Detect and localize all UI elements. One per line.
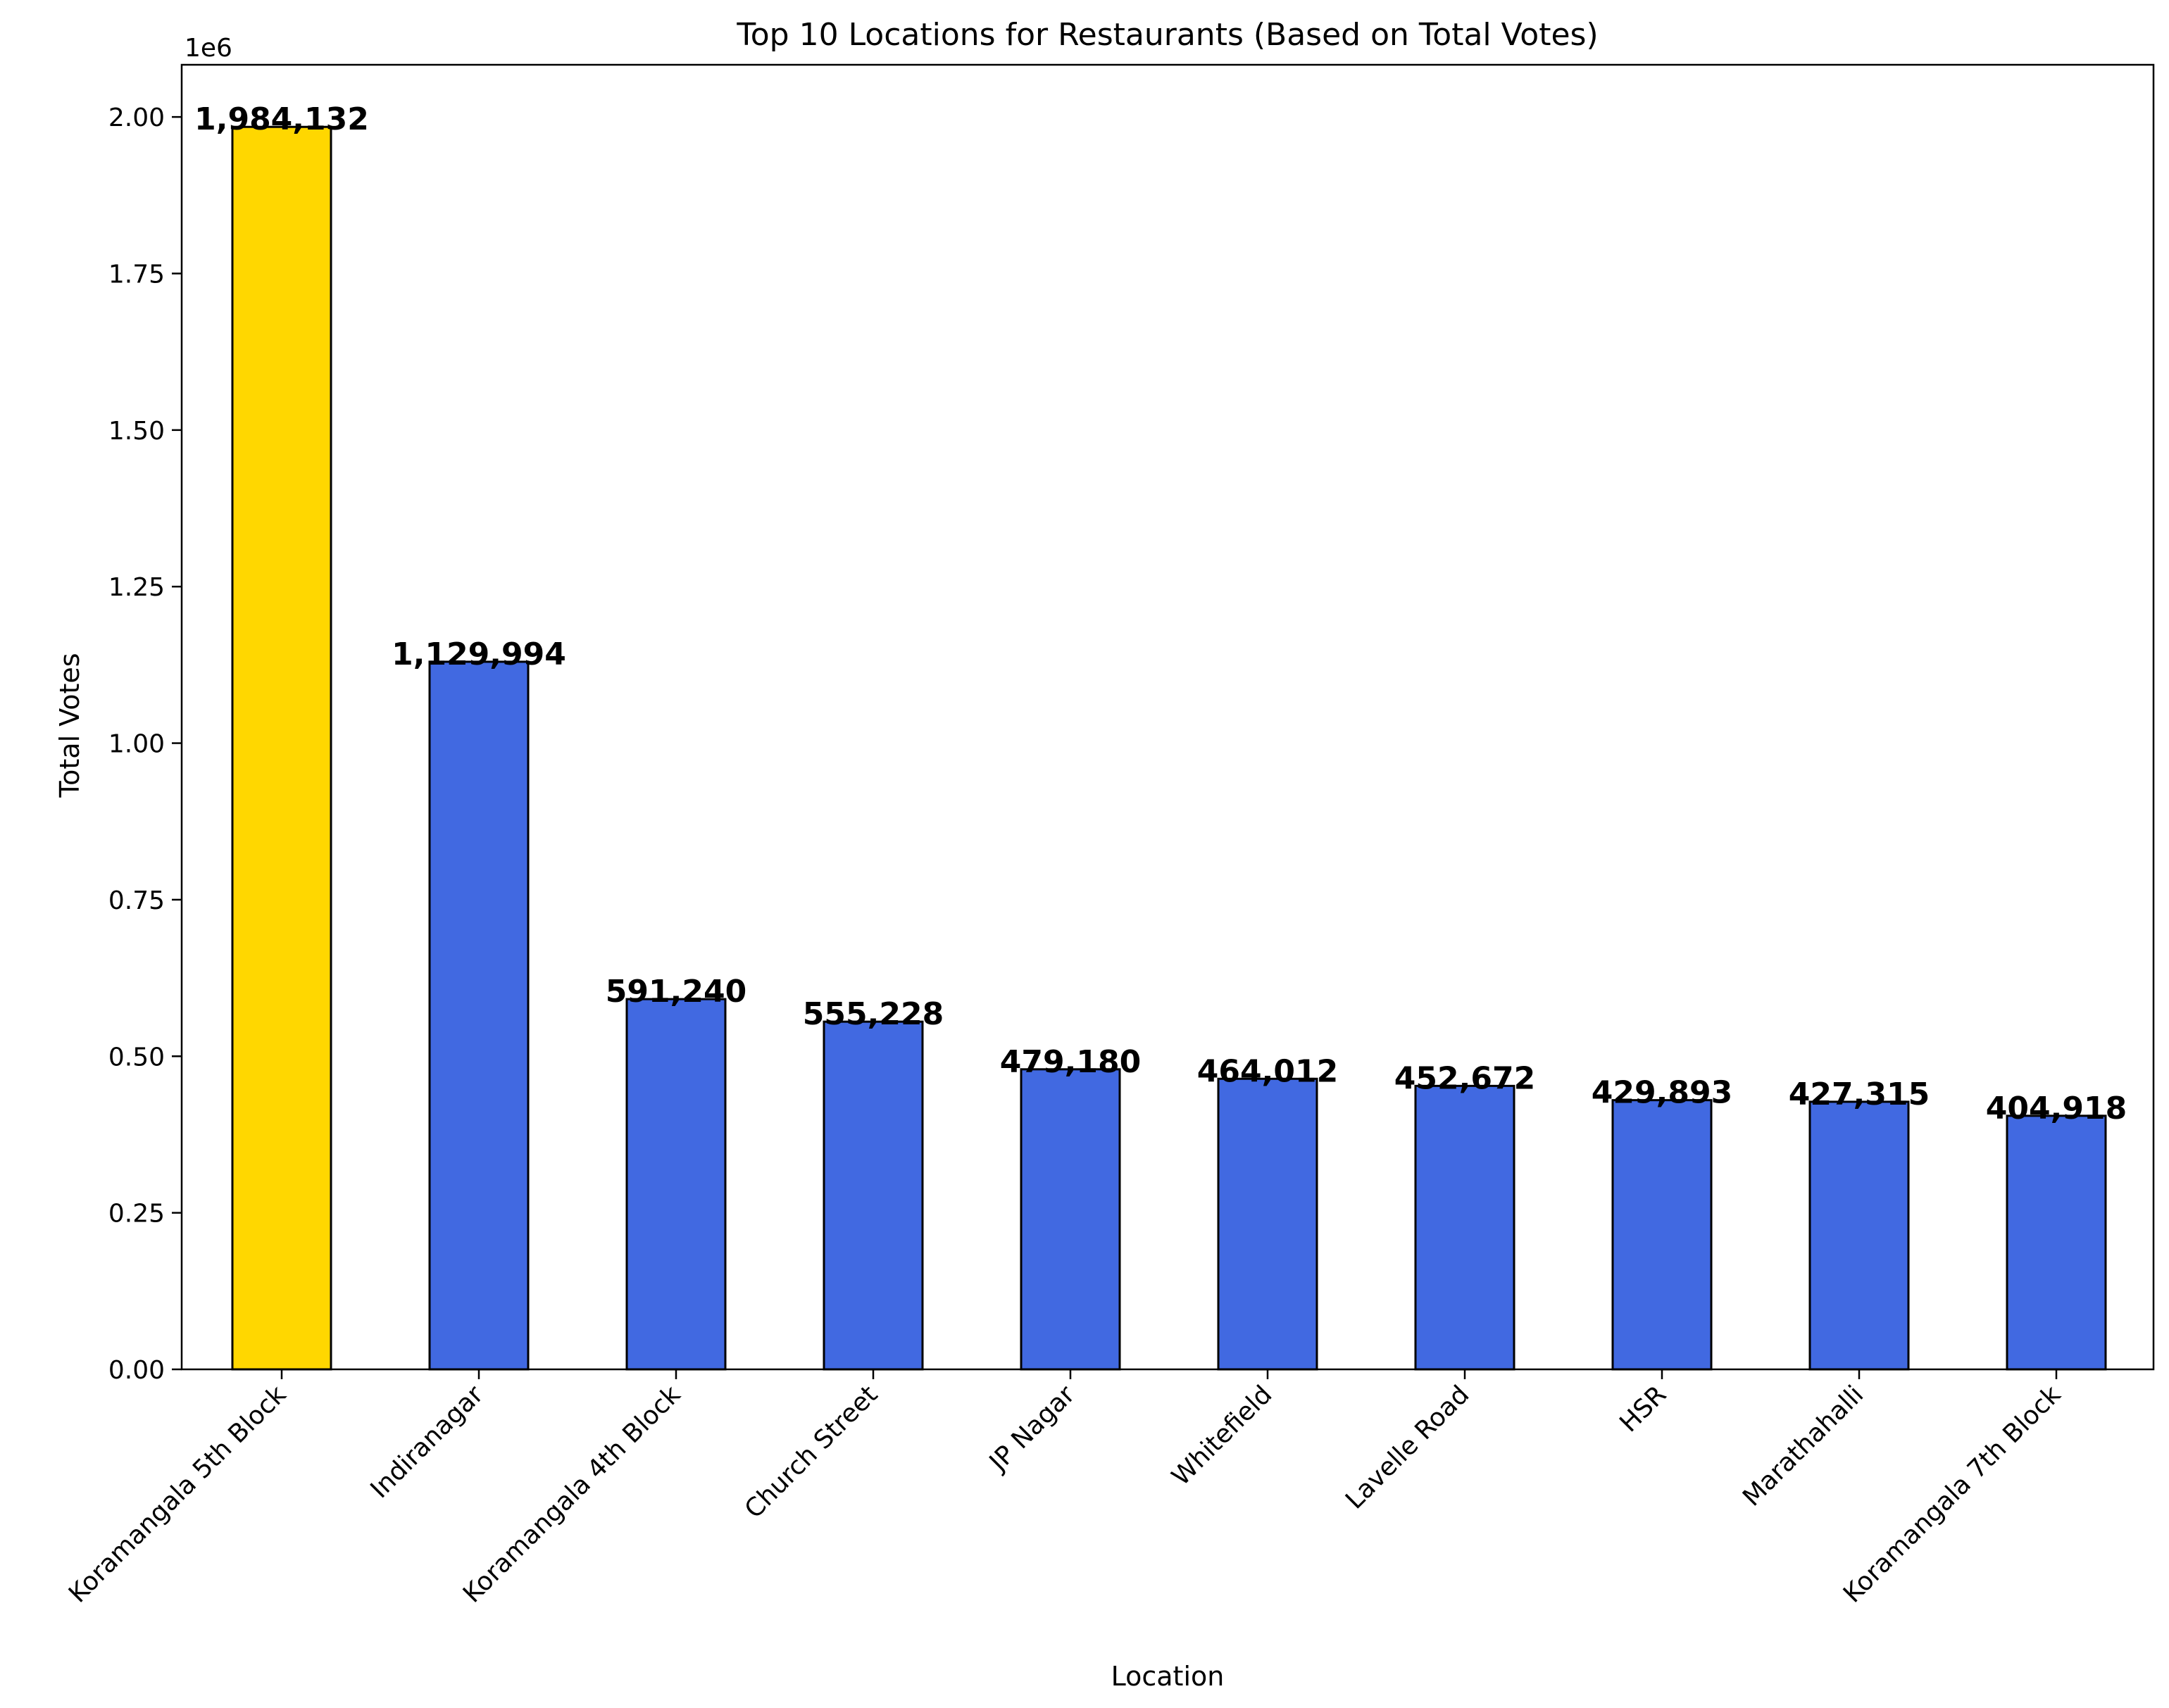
bar-value-label: 404,918: [1986, 1091, 2127, 1126]
bar: [1414, 1084, 1515, 1371]
bar: [1808, 1100, 1910, 1371]
bar: [1020, 1068, 1121, 1371]
x-axis-label: Location: [1111, 1661, 1225, 1692]
bar-value-label: 452,672: [1394, 1060, 1535, 1096]
y-tick-label: 0.75: [108, 886, 165, 915]
x-tick-label: Koramangala 4th Block: [458, 1380, 686, 1608]
bar: [823, 1020, 924, 1371]
bar-value-label: 479,180: [1000, 1044, 1141, 1080]
plot-area: 1,984,132 1,129,994 591,240 555,228 479,180 4…: [63, 63, 2155, 1609]
chart-title: Top 10 Locations for Restaurants (Based …: [736, 17, 1598, 53]
y-tick-label: 1.00: [108, 730, 165, 759]
y-tick-label: 0.00: [108, 1356, 165, 1385]
bar: [231, 125, 332, 1371]
bar-value-label: 555,228: [803, 996, 944, 1032]
bar-value-label: 591,240: [606, 974, 746, 1010]
x-tick-label: HSR: [1614, 1380, 1672, 1438]
y-axis-multiplier: 1e6: [185, 34, 232, 63]
bar: [1611, 1099, 1713, 1371]
x-tick-label: Koramangala 7th Block: [1838, 1380, 2066, 1608]
bar-value-label: 1,129,994: [392, 636, 566, 672]
axes-frame: [180, 63, 2155, 1371]
x-tick-label: Church Street: [739, 1380, 884, 1524]
bar-value-label: 427,315: [1789, 1076, 1930, 1112]
bar-value-label: 429,893: [1592, 1075, 1732, 1111]
y-axis-label: Total Votes: [54, 653, 85, 798]
x-tick-label: Marathahalli: [1737, 1380, 1869, 1512]
bar: [2006, 1114, 2107, 1371]
x-tick-label: JP Nagar: [983, 1380, 1080, 1477]
y-tick-label: 2.00: [108, 103, 165, 132]
y-tick-label: 0.25: [108, 1200, 165, 1229]
bar-value-label: 464,012: [1197, 1053, 1338, 1089]
y-tick-label: 1.50: [108, 417, 165, 446]
y-tick-label: 1.25: [108, 573, 165, 602]
y-tick-label: 0.50: [108, 1043, 165, 1072]
x-tick-label: Whitefield: [1166, 1380, 1277, 1491]
bar: [428, 660, 530, 1371]
y-tick-label: 1.75: [108, 260, 165, 289]
x-tick-label: Lavelle Road: [1340, 1380, 1475, 1514]
bar: [625, 998, 727, 1371]
bar-value-label: 1,984,132: [194, 101, 369, 137]
x-tick-label: Indiranagar: [365, 1380, 489, 1504]
x-tick-label: Koramangala 5th Block: [63, 1380, 292, 1608]
bar: [1217, 1077, 1318, 1371]
